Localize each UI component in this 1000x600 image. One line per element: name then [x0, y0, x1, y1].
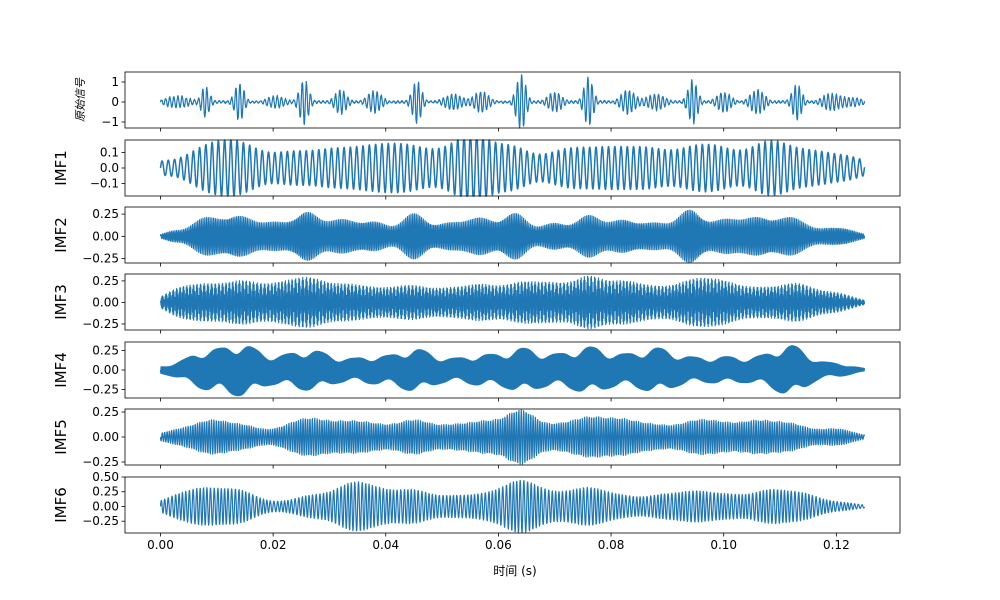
y-axis-label: 原始信号 [74, 77, 87, 122]
y-tick-label: 0.0 [100, 161, 119, 175]
y-tick-label: 0 [111, 95, 119, 109]
series-line-imf3 [159, 275, 866, 330]
y-tick-label: −0.25 [82, 317, 119, 331]
y-axis-label: IMF3 [52, 284, 70, 320]
y-axis-label: IMF6 [52, 487, 70, 523]
x-tick-label: 0.00 [147, 538, 174, 552]
axes-frame [124, 206, 901, 264]
series-line-imf6 [159, 479, 866, 533]
y-tick-label: 0.00 [92, 499, 119, 513]
series-line-imf4 [159, 345, 866, 397]
axes-frame [124, 476, 901, 534]
y-tick-label: 0.25 [92, 207, 119, 221]
y-tick-label: 0.00 [92, 430, 119, 444]
axes-frame [124, 71, 901, 129]
x-axis-label: 时间 (s) [493, 564, 536, 578]
y-tick-label: 0.1 [100, 145, 119, 159]
series-line-imf1 [159, 139, 866, 197]
panel-imf4: −0.25 0.00 0.25 IMF4 [52, 341, 901, 402]
x-tick-label: 0.08 [598, 538, 625, 552]
y-tick-label: −0.1 [90, 177, 119, 191]
panel-imf6: −0.250.000.250.500.00 0.02 0.04 0.06 0.08 0.1… [52, 470, 901, 552]
panel-imf2: −0.25 0.00 0.25 IMF2 [52, 206, 901, 267]
y-tick-label: −0.25 [82, 252, 119, 266]
y-tick-label: −0.25 [82, 514, 119, 528]
y-tick-label: 0.50 [92, 470, 119, 484]
y-tick-label: −0.25 [82, 455, 119, 469]
x-tick-label: 0.06 [485, 538, 512, 552]
panel-imf5: −0.25 0.00 0.25 IMF5 [52, 405, 901, 469]
series-line-imf5 [159, 409, 866, 465]
y-tick-label: 0.00 [92, 295, 119, 309]
series-line-imf2 [159, 209, 866, 263]
y-tick-label: 1 [111, 75, 119, 89]
axes-frame [124, 273, 901, 331]
y-tick-label: 0.25 [92, 405, 119, 419]
y-axis-label: IMF1 [52, 150, 70, 186]
y-axis-label: IMF5 [52, 419, 70, 455]
y-tick-label: −1 [101, 115, 119, 129]
x-tick-label: 0.04 [372, 538, 399, 552]
panel-imf3: −0.25 0.00 0.25 IMF3 [52, 273, 901, 334]
y-tick-label: 0.00 [92, 363, 119, 377]
x-tick-label: 0.10 [710, 538, 737, 552]
y-tick-label: 0.25 [92, 274, 119, 288]
y-tick-label: −0.25 [82, 382, 119, 396]
panel-imf1: −0.1 0.0 0.1 IMF1 [52, 139, 901, 200]
x-tick-label: 0.12 [823, 538, 850, 552]
y-tick-label: 0.25 [92, 344, 119, 358]
series-line-original-signal [159, 74, 866, 129]
x-tick-label: 0.02 [260, 538, 287, 552]
y-axis-label: IMF4 [52, 352, 70, 388]
y-tick-label: 0.00 [92, 229, 119, 243]
y-tick-label: 0.25 [92, 485, 119, 499]
panels-group: −101原始信号−0.10.00.1IMF1−0.250.000.25IMF2−… [52, 71, 901, 552]
y-axis-label: IMF2 [52, 217, 70, 253]
panel-original-signal: −1 0 1 原始信号 [74, 71, 901, 132]
